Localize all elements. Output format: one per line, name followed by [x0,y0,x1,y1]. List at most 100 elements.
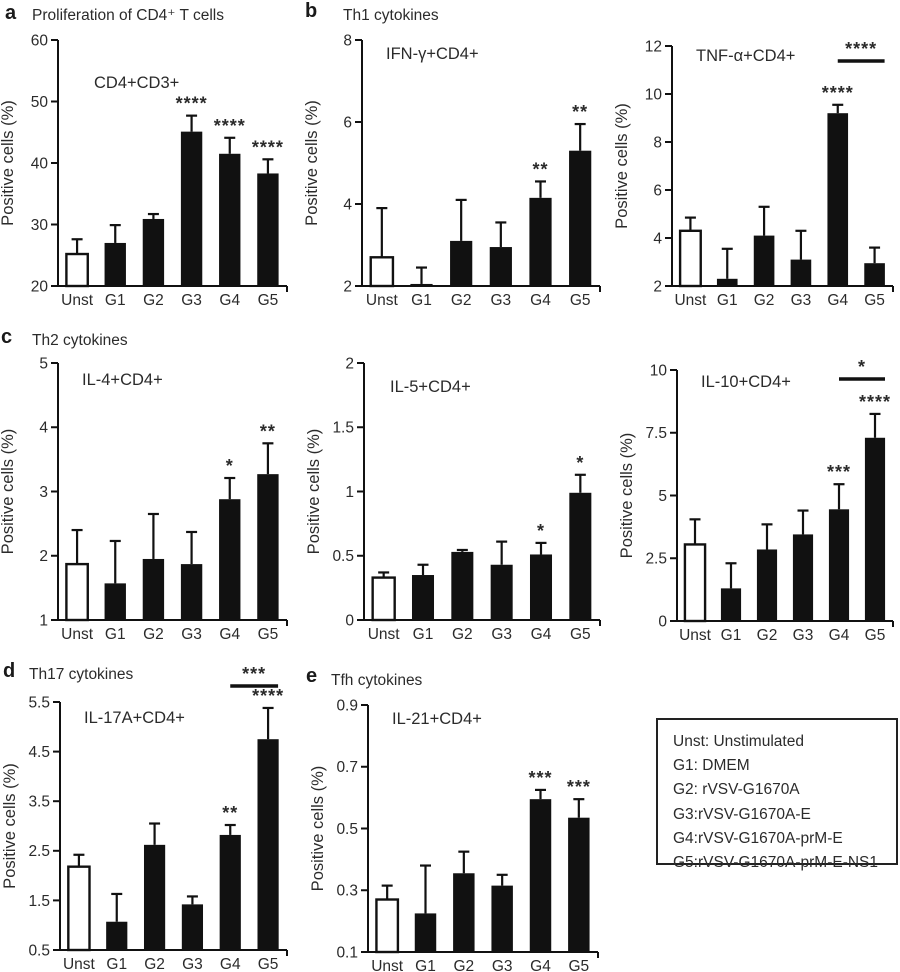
x-category-label: G3 [182,956,203,972]
chart-inner-label: IL-21+CD4+ [392,710,482,728]
bar-g5 [864,263,885,286]
bar-g1 [106,921,128,950]
legend-line-unst: Unst: Unstimulated [673,733,804,750]
y-axis-title: Positive cells (%) [1,763,19,889]
y-tick-label: 10 [645,86,663,103]
y-tick-label: 1.5 [28,893,50,910]
sig-stars: **** [214,116,246,136]
x-category-label: Unst [61,626,94,643]
bar-g3 [491,885,513,952]
sig-stars: **** [252,137,284,157]
x-category-label: G1 [717,292,738,309]
x-category-label: G1 [105,626,126,643]
panel-letter-c: c [1,326,13,348]
legend-line-g1: G1: DMEM [673,757,750,775]
x-category-label: G1 [106,956,127,972]
panel-heading-d: Th17 cytokines [29,666,134,683]
y-tick-label: 0.5 [332,548,354,565]
y-tick-label: 6 [343,114,352,131]
y-tick-label: 3 [39,484,48,501]
x-category-label: G4 [530,958,551,972]
bar-g1 [410,283,433,286]
chart-inner-label: IL-5+CD4+ [390,378,471,396]
y-tick-label: 2.5 [645,551,667,568]
chart-inner-label: IL-17A+CD4+ [84,709,185,727]
sig-stars: ** [260,421,276,441]
y-tick-label: 0.7 [336,759,358,776]
bar-g3 [180,131,203,286]
x-category-label: G5 [568,958,589,972]
y-tick-label: 30 [31,217,49,234]
x-category-label: G5 [570,292,591,309]
panel-heading-c: Th2 cytokines [32,332,128,349]
bar-g4 [827,113,849,286]
bar-unst [683,543,707,623]
x-category-label: G2 [143,292,164,309]
x-category-label: G3 [491,626,512,643]
y-tick-label: 7.5 [645,425,667,442]
x-category-label: G1 [413,626,434,643]
y-tick-label: 10 [650,362,668,379]
x-category-label: Unst [63,956,96,972]
bar-g2 [142,218,165,286]
sig-stars: *** [827,462,851,482]
y-tick-label: 2 [39,548,48,565]
legend-line-g4: G4:rVSV-G1670A-prM-E [673,829,843,847]
y-tick-label: 50 [31,94,49,111]
y-axis-title: Positive cells (%) [303,100,321,226]
x-category-label: G4 [827,292,848,309]
y-tick-label: 12 [645,38,662,55]
chart-e: 0.1 0.3 0.5 0.7 0.9 Unst G1 G2 G3 G4 *** G5 *** IL-21… [309,697,599,972]
panel-heading-e: Tfh cytokines [331,672,423,689]
bar-g4 [219,834,241,950]
bar-g1 [411,575,435,620]
bar-unst [375,898,400,954]
chart-b1: 2 4 6 8 Unst G1 G2 G3 G4 ** G5 ** IFN-γ+CD4+ Positive… [303,32,601,309]
bar-unst [65,252,89,288]
y-tick-label: 4 [343,196,352,213]
bar-g4 [828,509,850,621]
x-category-label: Unst [679,627,712,644]
bar-g4 [529,197,552,286]
x-category-label: G2 [451,292,472,309]
sig-stars: **** [859,392,891,412]
bar-g5 [257,739,279,950]
legend-line-g2: G2: rVSV-G1670A [673,781,800,799]
x-category-label: G5 [865,627,886,644]
x-category-label: G2 [452,626,473,643]
y-tick-label: 4.5 [28,744,50,761]
x-category-label: G1 [415,958,436,972]
y-tick-label: 4 [653,230,662,247]
x-category-label: Unst [61,292,94,309]
x-category-label: G1 [721,627,742,644]
bar-g1 [414,913,437,952]
bar-g5 [257,173,279,286]
y-tick-label: 0.9 [336,697,358,714]
bar-g5 [257,474,279,620]
y-tick-label: 0 [658,613,667,630]
chart-d: 0.5 1.5 2.5 3.5 4.5 5.5 Unst G1 G2 G3 G4 ** G5 ******… [1,664,288,972]
panel-heading-b: Th1 cytokines [343,7,439,24]
y-tick-label: 0.5 [336,821,358,838]
x-category-label: G3 [791,292,812,309]
y-tick-label: 40 [31,155,49,172]
chart-inner-label: IFN-γ+CD4+ [386,45,479,63]
panel-heading-a: Proliferation of CD4⁺ T cells [32,7,224,24]
x-category-label: Unst [368,626,401,643]
x-category-label: G5 [258,956,279,972]
sig-bracket-stars: *** [242,664,266,684]
sig-stars: * [226,456,234,476]
y-tick-label: 2 [653,278,662,295]
panel-letter-b: b [305,0,318,22]
y-tick-label: 1 [39,612,48,629]
x-category-label: G5 [258,292,279,309]
x-category-label: G4 [530,292,551,309]
y-tick-label: 5.5 [28,694,50,711]
panel-letter-d: d [3,660,16,682]
chart-c1: 1 2 3 4 5 Unst G1 G2 G3 G4 * G5 ** IL-4+CD4+ Positive … [0,355,288,643]
chart-b2: 2 4 6 8 10 12 Unst G1 G2 G3 G4 **** G5 **** TNF-α+CD4+… [613,38,894,309]
panel-letter-e: e [306,665,318,687]
bar-g2 [453,873,475,952]
x-category-label: G1 [411,292,432,309]
